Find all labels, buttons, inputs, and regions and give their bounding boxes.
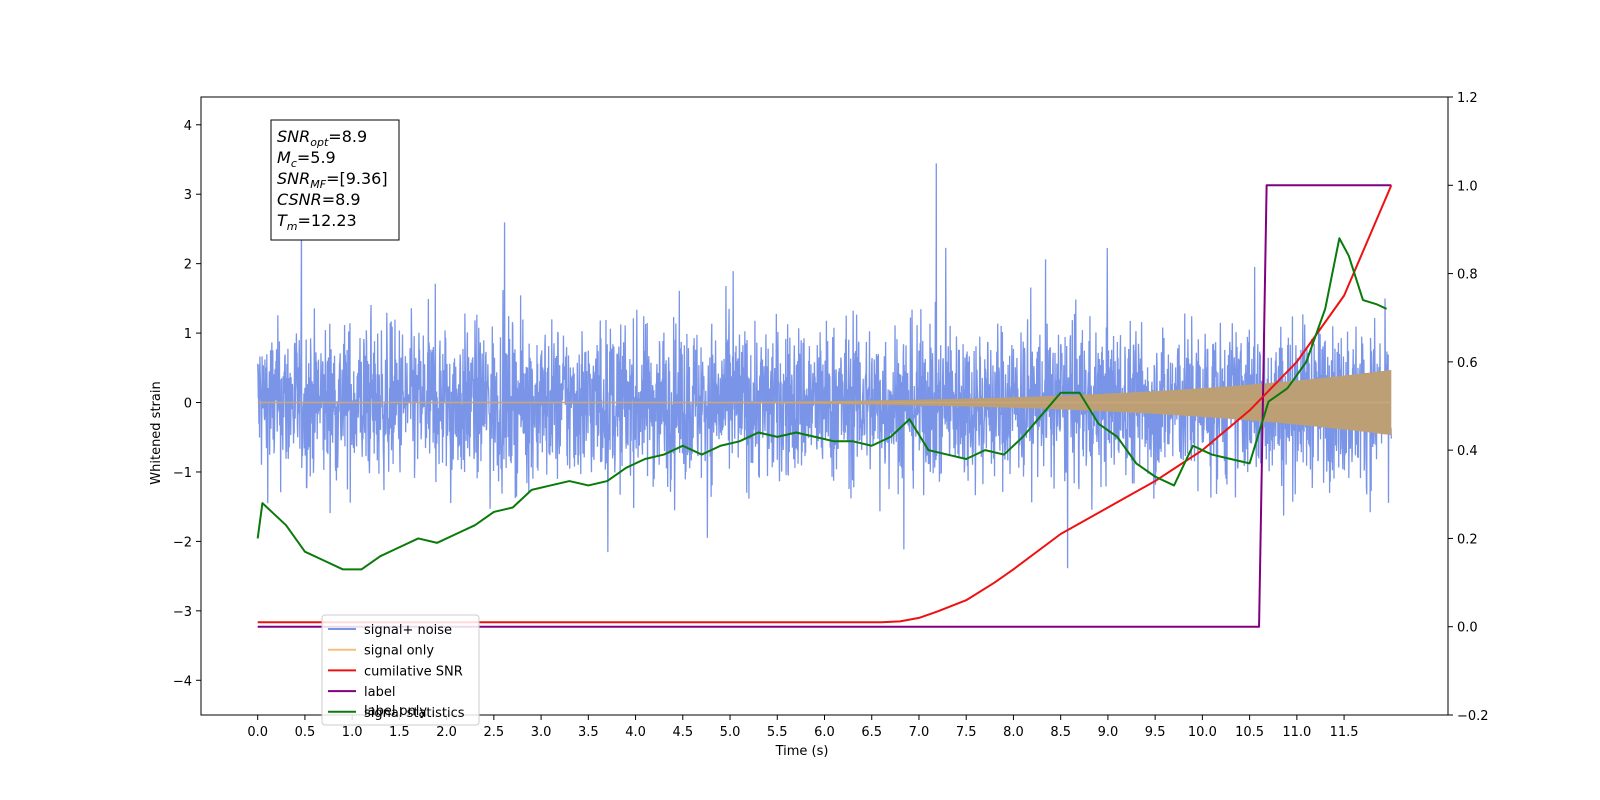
y-tick-label: −4 [173, 674, 192, 689]
legend-label: signal+ noise [364, 623, 452, 638]
y-tick-label: −1 [173, 466, 192, 481]
x-tick-label: 4.0 [625, 725, 646, 740]
legend-label: label [364, 685, 395, 700]
x-tick-label: 8.5 [1050, 725, 1071, 740]
info-box-row: CSNR=8.9 [277, 190, 361, 209]
y2-tick-label: 0.6 [1457, 356, 1478, 371]
legend-label: signal statistics [364, 706, 465, 721]
x-tick-label: 1.0 [342, 725, 363, 740]
info-box-row: Mc=5.9 [277, 148, 336, 170]
y2-tick-label: −0.2 [1457, 709, 1489, 724]
y-tick-label: 1 [184, 327, 192, 342]
info-box-value: =8.9 [322, 190, 361, 209]
info-box-frame [270, 119, 400, 241]
x-tick-label: 6.0 [814, 725, 835, 740]
x-tick-label: 5.5 [767, 725, 788, 740]
x-tick-label: 10.0 [1188, 725, 1217, 740]
series-signal-noise-line [257, 163, 1392, 569]
x-tick-label: 4.5 [672, 725, 693, 740]
x-tick-label: 3.0 [531, 725, 552, 740]
x-tick-label: 7.0 [909, 725, 930, 740]
info-box-subscript: opt [310, 136, 329, 149]
x-tick-label: 10.5 [1235, 725, 1264, 740]
y2-tick-label: 0.0 [1457, 621, 1478, 636]
x-tick-label: 1.5 [389, 725, 410, 740]
x-tick-label: 5.0 [720, 725, 741, 740]
info-box-value: =8.9 [328, 127, 367, 146]
x-tick-label: 6.5 [861, 725, 882, 740]
x-tick-label: 9.5 [1145, 725, 1166, 740]
info-box-value: =12.23 [298, 211, 357, 230]
x-tick-label: 2.0 [436, 725, 457, 740]
info-box-subscript: m [287, 220, 298, 233]
legend-frame [321, 614, 480, 726]
legend-label: cumilative SNR [364, 664, 463, 679]
x-axis: 0.0 0.5 1.0 1.5 2.0 2.5 3.0 3.5 4.0 4.5 5.0 5.5 6.0 6… [247, 715, 1359, 740]
y-tick-label: −3 [173, 605, 192, 620]
x-tick-label: 9.0 [1098, 725, 1119, 740]
info-box-row: SNRopt=8.9 [277, 127, 367, 149]
info-box-subscript: MF [310, 178, 326, 191]
info-box-symbol: T [277, 211, 288, 230]
plot-area [200, 96, 1449, 716]
series-cumulative-snr-line [257, 184, 1393, 624]
y-tick-label: 3 [184, 188, 192, 203]
info-box-value: =5.9 [297, 148, 336, 167]
y2-tick-label: 0.8 [1457, 268, 1478, 283]
y2-tick-label: 1.2 [1457, 91, 1478, 106]
y-axis-label: Whitened strain [149, 381, 164, 484]
legend-label: signal only [364, 644, 434, 659]
x-tick-label: 3.5 [578, 725, 599, 740]
y-tick-label: 4 [184, 119, 192, 134]
x-axis-label: Time (s) [775, 744, 829, 759]
x-tick-label: 0.0 [247, 725, 268, 740]
x-tick-label: 11.0 [1282, 725, 1311, 740]
y2-tick-label: 1.0 [1457, 179, 1478, 194]
info-box-subscript: c [291, 157, 297, 170]
info-box-symbol: M [277, 148, 291, 167]
series-signal-statistics-line [256, 237, 1388, 571]
x-tick-label: 0.5 [295, 725, 316, 740]
series-label-line [257, 184, 1392, 628]
y2-tick-label: 0.2 [1457, 532, 1478, 547]
x-tick-label: 8.0 [1003, 725, 1024, 740]
y2-tick-label: 0.4 [1457, 444, 1478, 459]
legend: signal+ noise signal only cumilative SNR la… [321, 614, 480, 726]
info-box-value: =[9.36] [326, 169, 388, 188]
y-axis-right: −0.2 0.0 0.2 0.4 0.6 0.8 1.0 1.2 [1448, 91, 1489, 724]
plot-inner [256, 163, 1393, 628]
y-tick-label: 0 [184, 397, 192, 412]
info-box-symbol: CSNR [277, 190, 322, 209]
info-box-symbol: SNR [277, 169, 310, 188]
info-box-symbol: SNR [277, 127, 310, 146]
y-axis-left: −4 −3 −2 −1 0 1 2 3 4 [173, 119, 201, 689]
x-tick-label: 7.5 [956, 725, 977, 740]
y-tick-label: 2 [184, 258, 192, 273]
legend-label-hidden: label only [364, 704, 427, 719]
y-tick-label: −2 [173, 535, 192, 550]
info-box: SNRopt=8.9Mc=5.9SNRMF=[9.36]CSNR=8.9Tm=1… [270, 119, 400, 241]
info-box-row: Tm=12.23 [277, 211, 357, 233]
info-box-row: SNRMF=[9.36] [277, 169, 388, 191]
x-tick-label: 2.5 [484, 725, 505, 740]
x-tick-label: 11.5 [1330, 725, 1359, 740]
